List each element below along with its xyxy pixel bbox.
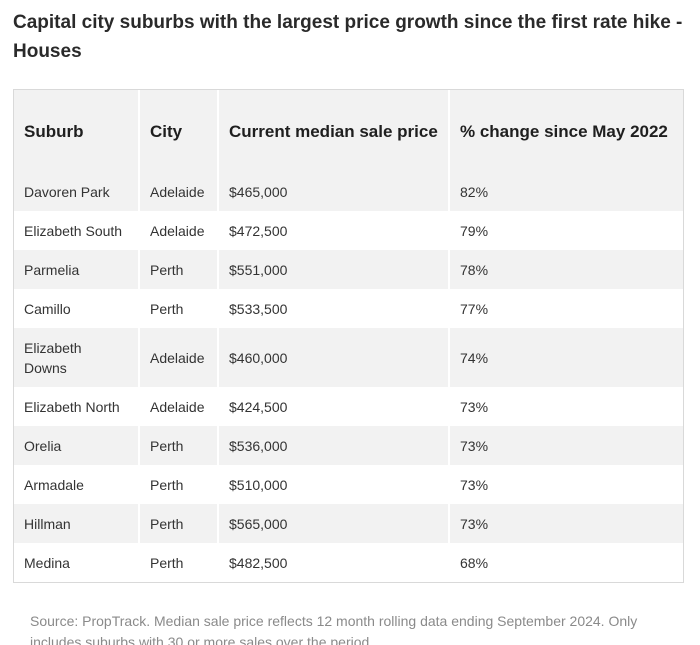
cell-price: $424,500 <box>218 387 450 426</box>
cell-change: 73% <box>449 504 683 543</box>
column-header-city: City <box>139 90 219 172</box>
cell-price: $565,000 <box>218 504 450 543</box>
table-row: Elizabeth Downs Adelaide $460,000 74% <box>14 328 683 387</box>
cell-city: Perth <box>139 250 219 289</box>
cell-city: Adelaide <box>139 387 219 426</box>
cell-change: 82% <box>449 172 683 211</box>
table-row: Elizabeth North Adelaide $424,500 73% <box>14 387 683 426</box>
table-row: Orelia Perth $536,000 73% <box>14 426 683 465</box>
cell-city: Perth <box>139 289 219 328</box>
cell-price: $533,500 <box>218 289 450 328</box>
table-row: Davoren Park Adelaide $465,000 82% <box>14 172 683 211</box>
table-row: Camillo Perth $533,500 77% <box>14 289 683 328</box>
cell-price: $482,500 <box>218 543 450 582</box>
cell-change: 78% <box>449 250 683 289</box>
cell-suburb: Hillman <box>14 504 140 543</box>
cell-suburb: Armadale <box>14 465 140 504</box>
table-row: Hillman Perth $565,000 73% <box>14 504 683 543</box>
column-header-suburb: Suburb <box>14 90 140 172</box>
cell-suburb: Parmelia <box>14 250 140 289</box>
cell-city: Perth <box>139 465 219 504</box>
column-header-price: Current median sale price <box>218 90 450 172</box>
cell-change: 73% <box>449 387 683 426</box>
table-row: Parmelia Perth $551,000 78% <box>14 250 683 289</box>
cell-city: Adelaide <box>139 328 219 387</box>
page-title: Capital city suburbs with the largest pr… <box>13 12 683 62</box>
cell-change: 68% <box>449 543 683 582</box>
cell-price: $465,000 <box>218 172 450 211</box>
cell-city: Adelaide <box>139 172 219 211</box>
cell-suburb: Orelia <box>14 426 140 465</box>
cell-suburb: Elizabeth North <box>14 387 140 426</box>
table-row: Armadale Perth $510,000 73% <box>14 465 683 504</box>
cell-suburb: Medina <box>14 543 140 582</box>
cell-change: 74% <box>449 328 683 387</box>
source-note: Source: PropTrack. Median sale price ref… <box>30 613 638 645</box>
cell-city: Adelaide <box>139 211 219 250</box>
cell-change: 73% <box>449 426 683 465</box>
cell-suburb: Camillo <box>14 289 140 328</box>
cell-price: $551,000 <box>218 250 450 289</box>
table-header-row: Suburb City Current median sale price % … <box>14 90 683 172</box>
cell-price: $472,500 <box>218 211 450 250</box>
cell-change: 77% <box>449 289 683 328</box>
cell-price: $460,000 <box>218 328 450 387</box>
price-growth-table-container: Suburb City Current median sale price % … <box>13 89 684 583</box>
table-row: Elizabeth South Adelaide $472,500 79% <box>14 211 683 250</box>
column-header-change: % change since May 2022 <box>449 90 683 172</box>
cell-city: Perth <box>139 543 219 582</box>
cell-suburb: Elizabeth Downs <box>14 328 140 387</box>
cell-price: $510,000 <box>218 465 450 504</box>
price-growth-table: Suburb City Current median sale price % … <box>14 90 683 582</box>
cell-suburb: Davoren Park <box>14 172 140 211</box>
table-row: Medina Perth $482,500 68% <box>14 543 683 582</box>
cell-suburb: Elizabeth South <box>14 211 140 250</box>
cell-city: Perth <box>139 504 219 543</box>
cell-price: $536,000 <box>218 426 450 465</box>
cell-city: Perth <box>139 426 219 465</box>
cell-change: 73% <box>449 465 683 504</box>
cell-change: 79% <box>449 211 683 250</box>
